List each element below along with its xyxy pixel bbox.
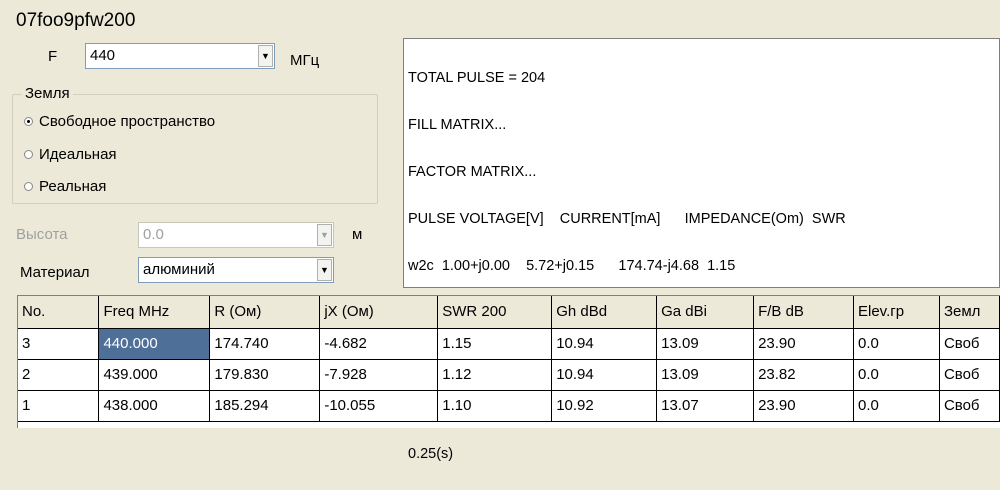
table-cell[interactable]: 23.82 bbox=[753, 359, 854, 391]
table-cell[interactable]: 0.0 bbox=[853, 328, 940, 360]
table-cell[interactable]: 10.92 bbox=[551, 390, 658, 422]
table-cell[interactable]: 10.94 bbox=[551, 328, 658, 360]
chevron-down-icon[interactable]: ▼ bbox=[258, 45, 273, 67]
radio-label: Идеальная bbox=[39, 146, 117, 163]
log-line: FILL MATRIX... bbox=[408, 116, 507, 133]
table-cell[interactable]: 1.12 bbox=[437, 359, 553, 391]
chevron-down-icon[interactable]: ▼ bbox=[317, 259, 332, 281]
log-line: FACTOR MATRIX... bbox=[408, 163, 537, 180]
radio-real[interactable]: Реальная bbox=[24, 178, 106, 195]
table-header-row: No. Freq MHz R (Ом) jX (Ом) SWR 200 Gh d… bbox=[18, 296, 1000, 329]
radio-free-space[interactable]: Свободное пространство bbox=[24, 113, 215, 130]
log-line: TOTAL PULSE = 204 bbox=[408, 69, 546, 86]
table-cell[interactable]: 1.10 bbox=[437, 390, 553, 422]
material-combo[interactable]: алюминий ▼ bbox=[138, 257, 334, 283]
table-cell[interactable]: 1.15 bbox=[437, 328, 553, 360]
table-cell-selected[interactable]: 440.000 bbox=[98, 328, 211, 360]
column-header[interactable]: F/B dB bbox=[753, 296, 854, 329]
table-cell[interactable]: Своб bbox=[939, 328, 1000, 360]
table-cell[interactable]: 1 bbox=[18, 390, 100, 422]
table-cell[interactable]: -7.928 bbox=[319, 359, 439, 391]
column-header[interactable]: Ga dBi bbox=[656, 296, 755, 329]
height-label: Высота bbox=[16, 226, 68, 243]
freq-combo[interactable]: 440 ▼ bbox=[85, 43, 275, 69]
window-title: 07foo9pfw200 bbox=[16, 10, 136, 31]
radio-dot-icon bbox=[24, 181, 33, 191]
height-unit: м bbox=[352, 226, 363, 243]
column-header[interactable]: SWR 200 bbox=[437, 296, 553, 329]
radio-dot-icon bbox=[24, 149, 33, 159]
table-cell[interactable]: 13.09 bbox=[656, 359, 755, 391]
table-cell[interactable]: -4.682 bbox=[319, 328, 439, 360]
freq-unit: МГц bbox=[290, 52, 320, 69]
radio-label: Реальная bbox=[39, 178, 107, 195]
table-cell[interactable]: 438.000 bbox=[98, 390, 211, 422]
chevron-down-icon[interactable]: ▼ bbox=[317, 224, 332, 246]
column-header[interactable]: Elev.гр bbox=[853, 296, 940, 329]
column-header[interactable]: No. bbox=[18, 296, 100, 329]
table-cell[interactable]: 23.90 bbox=[753, 390, 854, 422]
results-grid[interactable]: No. Freq MHz R (Ом) jX (Ом) SWR 200 Gh d… bbox=[17, 295, 1000, 428]
column-header[interactable]: Gh dBd bbox=[551, 296, 658, 329]
table-cell[interactable]: 0.0 bbox=[853, 390, 940, 422]
column-header[interactable]: Freq MHz bbox=[98, 296, 211, 329]
column-header[interactable]: Земл bbox=[939, 296, 1000, 329]
table-cell[interactable]: 2 bbox=[18, 359, 100, 391]
log-line: 0.25(s) bbox=[408, 445, 454, 462]
table-cell[interactable]: 179.830 bbox=[209, 359, 321, 391]
table-cell[interactable]: Своб bbox=[939, 390, 1000, 422]
radio-dot-icon bbox=[24, 116, 33, 126]
table-cell[interactable]: 13.07 bbox=[656, 390, 755, 422]
freq-label: F bbox=[48, 48, 58, 65]
height-value: 0.0 bbox=[143, 226, 164, 243]
output-log[interactable]: TOTAL PULSE = 204 FILL MATRIX... FACTOR … bbox=[403, 38, 1000, 462]
table-row[interactable]: 3 440.000 174.740 -4.682 1.15 10.94 13.0… bbox=[18, 328, 1000, 360]
table-cell[interactable]: 0.0 bbox=[853, 359, 940, 391]
material-label: Материал bbox=[20, 264, 90, 281]
table-cell[interactable]: 23.90 bbox=[753, 328, 854, 360]
column-header[interactable]: jX (Ом) bbox=[319, 296, 439, 329]
height-combo[interactable]: 0.0 ▼ bbox=[138, 222, 334, 248]
ground-group bbox=[12, 94, 378, 204]
table-row[interactable]: 2 439.000 179.830 -7.928 1.12 10.94 13.0… bbox=[18, 359, 1000, 391]
radio-label: Свободное пространство bbox=[39, 113, 216, 130]
column-header[interactable]: R (Ом) bbox=[209, 296, 321, 329]
material-value: алюминий bbox=[143, 261, 215, 278]
table-cell[interactable]: 13.09 bbox=[656, 328, 755, 360]
table-cell[interactable]: 185.294 bbox=[209, 390, 321, 422]
table-cell[interactable]: 10.94 bbox=[551, 359, 658, 391]
table-cell[interactable]: 3 bbox=[18, 328, 100, 360]
table-cell[interactable]: -10.055 bbox=[319, 390, 439, 422]
ground-group-title: Земля bbox=[22, 85, 73, 102]
log-line: PULSE VOLTAGE[V] CURRENT[mA] IMPEDANCE(O… bbox=[408, 210, 846, 227]
table-cell[interactable]: 439.000 bbox=[98, 359, 211, 391]
log-line: w2c 1.00+j0.00 5.72+j0.15 174.74-j4.68 1… bbox=[408, 257, 736, 274]
freq-value: 440 bbox=[90, 47, 116, 64]
radio-ideal[interactable]: Идеальная bbox=[24, 146, 117, 163]
table-row[interactable]: 1 438.000 185.294 -10.055 1.10 10.92 13.… bbox=[18, 390, 1000, 422]
table-cell[interactable]: 174.740 bbox=[209, 328, 321, 360]
table-cell[interactable]: Своб bbox=[939, 359, 1000, 391]
